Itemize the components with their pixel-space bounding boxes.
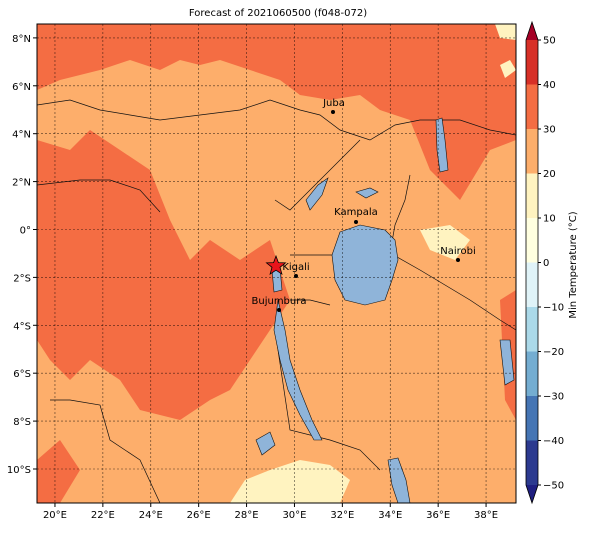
cool-region <box>230 460 350 503</box>
city-dot <box>294 274 298 278</box>
x-tick-label: 38°E <box>474 510 498 521</box>
colorbar-tick-label: −30 <box>543 392 564 403</box>
colorbar-tick-label: −40 <box>543 436 564 447</box>
colorbar-band <box>526 262 538 307</box>
y-tick-label: 10°S <box>7 465 31 476</box>
city-dot <box>354 220 358 224</box>
lake <box>355 187 379 199</box>
y-tick-label: 6°N <box>12 82 31 93</box>
warm-region <box>37 24 516 200</box>
x-tick-label: 20°E <box>43 510 67 521</box>
city-label: Bujumbura <box>252 296 307 307</box>
city-label: Nairobi <box>440 246 476 257</box>
cool-region <box>420 225 470 260</box>
lake <box>435 117 449 173</box>
city-label: Kigali <box>282 262 309 273</box>
colorbar-band <box>526 40 538 85</box>
y-tick-label: 8°N <box>12 34 31 45</box>
country-border <box>37 99 516 503</box>
city-label: Kampala <box>334 207 378 218</box>
colorbar-band <box>526 173 538 218</box>
y-tick-label: 4°S <box>13 321 31 332</box>
city-label: Juba <box>322 98 345 109</box>
location-star <box>265 254 287 276</box>
colorbar-tick-label: 20 <box>543 169 556 180</box>
lake <box>305 177 329 211</box>
title: Forecast of 2021060500 (f048-072) <box>189 8 367 19</box>
lake <box>499 339 515 386</box>
x-tick-label: 26°E <box>187 510 211 521</box>
colorbar-band <box>526 396 538 441</box>
colorbar-extend <box>526 485 538 503</box>
colorbar-tick-label: −50 <box>543 481 564 492</box>
city-dot <box>277 308 281 312</box>
y-tick-label: 6°S <box>13 369 31 380</box>
colorbar-band <box>526 351 538 396</box>
colorbar-tick-label: 0 <box>543 258 549 269</box>
warm-region <box>37 130 290 420</box>
y-tick-label: 2°N <box>12 178 31 189</box>
colorbar-band <box>526 218 538 263</box>
y-tick-label: 2°S <box>13 273 31 284</box>
y-tick-label: 4°N <box>12 130 31 141</box>
x-tick-label: 30°E <box>282 510 306 521</box>
cool-region <box>500 60 516 78</box>
lake <box>273 299 323 441</box>
colorbar-band <box>526 307 538 352</box>
x-tick-label: 34°E <box>378 510 402 521</box>
colorbar: −50 −40 −30 −20 −10 0 10 20 30 40 50 <box>525 20 564 505</box>
colorbar-tick-label: 50 <box>543 36 556 47</box>
colorbar-band <box>526 440 538 485</box>
x-tick-label: 22°E <box>91 510 115 521</box>
y-tick-label: 0° <box>20 225 31 236</box>
colorbar-tick-label: −20 <box>543 347 564 358</box>
lake <box>331 224 399 306</box>
colorbar-tick-label: 10 <box>543 214 556 225</box>
colorbar-tick-label: 30 <box>543 125 556 136</box>
x-tick-label: 36°E <box>426 510 450 521</box>
colorbar-band <box>526 84 538 129</box>
colorbar-tick-label: 40 <box>543 80 556 91</box>
colorbar-label: Min Temperature (°C) <box>568 211 579 318</box>
colorbar-band <box>526 129 538 174</box>
x-tick-label: 32°E <box>330 510 354 521</box>
cool-region <box>495 24 516 40</box>
x-tick-label: 28°E <box>235 510 259 521</box>
map-area: Juba Kampala Nairobi Kigali Bujumbura <box>37 24 516 503</box>
y-tick-label: 8°S <box>13 417 31 428</box>
colorbar-extend <box>526 22 538 40</box>
warm-region <box>37 440 80 503</box>
lake <box>255 431 276 456</box>
colorbar-tick-label: −10 <box>543 303 564 314</box>
city-dot <box>331 110 335 114</box>
city-dot <box>456 258 460 262</box>
x-tick-label: 24°E <box>139 510 163 521</box>
map-frame <box>36 23 517 504</box>
